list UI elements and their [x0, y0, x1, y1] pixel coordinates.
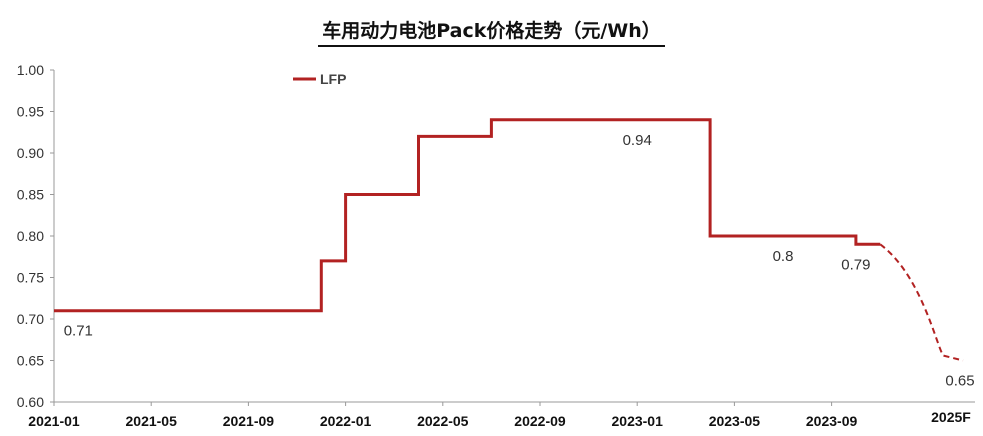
x-tick-label: 2023-09	[806, 413, 858, 429]
data-labels: 0.71 0.94 0.8 0.79 0.65	[64, 132, 975, 390]
x-tick-label: 2021-01	[28, 413, 80, 429]
x-tick-label: 2023-05	[709, 413, 761, 429]
chart-title: 车用动力电池Pack价格走势（元/Wh）	[0, 16, 983, 47]
y-tick-label: 0.60	[17, 394, 44, 410]
y-tick-label: 0.75	[17, 270, 44, 286]
series-line-lfp-forecast	[879, 243, 964, 362]
data-label: 0.8	[773, 248, 794, 265]
y-tick-label: 0.95	[17, 104, 44, 120]
x-axis-ticks: 2021-01 2021-05 2021-09 2022-01 2022-05 2022-…	[28, 402, 971, 429]
y-tick-label: 1.00	[17, 62, 44, 78]
legend: LFP	[293, 71, 346, 87]
x-tick-label: 2023-01	[612, 413, 664, 429]
x-tick-label: 2021-09	[223, 413, 275, 429]
data-label: 0.71	[64, 323, 93, 340]
legend-label-lfp: LFP	[320, 71, 346, 87]
x-tick-label: 2022-09	[514, 413, 566, 429]
chart-title-text: 车用动力电池Pack价格走势（元/Wh）	[318, 16, 665, 47]
y-tick-label: 0.65	[17, 353, 44, 369]
x-tick-label: 2021-05	[126, 413, 178, 429]
series-group	[54, 118, 964, 362]
x-tick-label: 2022-05	[417, 413, 469, 429]
data-label: 0.65	[945, 373, 974, 390]
y-tick-label: 0.85	[17, 187, 44, 203]
series-line-lfp	[54, 118, 881, 313]
y-axis-ticks: 0.60 0.65 0.70 0.75 0.80 0.85 0.90 0.95 1.00	[17, 62, 54, 410]
y-tick-label: 0.70	[17, 311, 44, 327]
y-tick-label: 0.90	[17, 145, 44, 161]
x-tick-label: 2022-01	[320, 413, 372, 429]
y-tick-label: 0.80	[17, 228, 44, 244]
x-tick-label: 2025F	[931, 409, 971, 425]
data-label: 0.94	[623, 132, 652, 149]
data-label: 0.79	[841, 256, 870, 273]
